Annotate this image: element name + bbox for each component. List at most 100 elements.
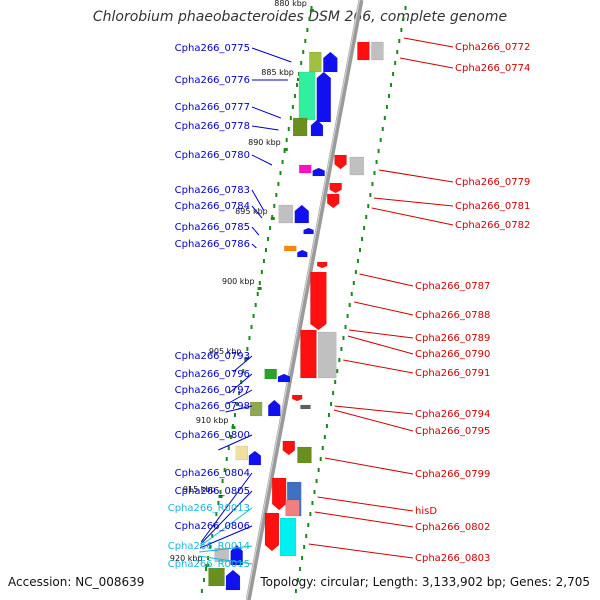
right-track-dot: [387, 94, 390, 98]
left-leader-line: [251, 226, 260, 236]
left-track-dot: [221, 479, 224, 483]
right-gene-glyph: [316, 261, 328, 269]
left-track-dot: [285, 138, 288, 142]
right-track-dot: [309, 512, 312, 516]
right-track-dot: [336, 369, 339, 373]
right-track-dot: [315, 479, 318, 483]
left-track-dot: [205, 567, 208, 571]
left-track-dot: [277, 182, 280, 186]
left-track-dot: [200, 589, 203, 593]
kbp-tick: [257, 287, 262, 290]
right-track-dot: [400, 28, 403, 32]
left-track-dot: [238, 391, 241, 395]
kbp-tick: [296, 78, 301, 81]
left-track-dot: [254, 303, 257, 307]
right-track-dot: [307, 523, 310, 527]
kbp-tick: [309, 9, 314, 12]
left-gene-glyph: [230, 544, 243, 566]
left-track-dot: [213, 523, 216, 527]
right-track-dot: [392, 72, 395, 76]
left-gene-label: Cpha266_0786: [175, 239, 250, 250]
left-gene-label: Cpha266_R0014: [168, 541, 250, 552]
kbp-label: 920 kbp: [170, 554, 203, 563]
left-track-dot: [207, 556, 210, 560]
right-gene-glyph: [291, 394, 303, 402]
left-leader-line: [251, 189, 264, 211]
left-gene-label: Cpha266_0806: [175, 521, 250, 532]
left-track-dot: [233, 413, 236, 417]
right-track-dot: [373, 171, 376, 175]
left-leader-line: [198, 555, 253, 565]
left-track-dot: [217, 501, 220, 505]
left-gene-glyph: [278, 204, 294, 224]
genome-backbone-highlight: [246, 0, 360, 600]
right-gene-glyph: [349, 156, 365, 176]
kbp-tick: [283, 148, 288, 151]
left-track-dot: [202, 578, 205, 582]
left-leader-line: [251, 243, 257, 249]
right-track-dot: [323, 435, 326, 439]
right-track-dot: [363, 226, 366, 230]
left-track-dot: [227, 446, 230, 450]
right-track-dot: [313, 490, 316, 494]
left-track-dot: [300, 61, 303, 65]
right-leader-line: [308, 543, 414, 559]
left-track-dot: [287, 127, 290, 131]
right-track-dot: [404, 6, 407, 10]
left-track-dot: [248, 336, 251, 340]
right-track-dot: [317, 468, 320, 472]
right-leader-line: [334, 405, 414, 415]
left-track-dot: [215, 512, 218, 516]
right-gene-label: Cpha266_0790: [415, 349, 490, 360]
genome-backbone: [245, 0, 364, 600]
left-track-dot: [302, 50, 305, 54]
right-gene-label: hisD: [415, 506, 437, 517]
right-track-dot: [396, 50, 399, 54]
left-track-dot: [304, 39, 307, 43]
right-track-dot: [332, 391, 335, 395]
left-track-dot: [289, 116, 292, 120]
right-track-dot: [346, 314, 349, 318]
left-leader-line: [251, 47, 292, 63]
left-track-dot: [252, 314, 255, 318]
right-gene-glyph: [318, 331, 337, 379]
kbp-tick: [244, 357, 249, 360]
right-gene-label: Cpha266_0799: [415, 469, 490, 480]
left-track-dot: [279, 171, 282, 175]
left-leader-line: [251, 106, 281, 119]
right-track-dot: [402, 17, 405, 21]
kbp-label: 915 kbp: [183, 485, 216, 494]
left-gene-glyph: [310, 119, 324, 137]
right-track-dot: [379, 138, 382, 142]
left-track-dot: [296, 83, 299, 87]
right-leader-line: [324, 457, 414, 475]
kbp-label: 905 kbp: [209, 347, 242, 356]
right-gene-label: Cpha266_0782: [455, 220, 530, 231]
right-gene-glyph: [271, 477, 287, 511]
left-track-dot: [209, 545, 212, 549]
left-gene-label: Cpha266_0800: [175, 430, 250, 441]
left-track-dot: [306, 28, 309, 32]
right-track-dot: [359, 248, 361, 252]
right-track-dot: [340, 347, 343, 351]
left-leader-line: [226, 389, 253, 405]
right-track-dot: [321, 446, 324, 450]
right-track-dot: [325, 424, 328, 428]
left-track-dot: [256, 292, 259, 296]
left-leader-line: [200, 490, 253, 545]
right-track-dot: [390, 83, 393, 87]
left-gene-label: Cpha266_R0015: [168, 559, 250, 570]
left-gene-glyph: [316, 71, 332, 123]
right-track-dot: [305, 534, 308, 538]
right-track-dot: [334, 380, 337, 384]
left-track-dot: [281, 160, 284, 164]
left-gene-glyph: [208, 567, 225, 587]
left-track-dot: [223, 468, 226, 472]
left-gene-glyph: [225, 569, 241, 591]
left-leader-line: [251, 154, 273, 166]
right-track-dot: [367, 204, 370, 208]
right-gene-glyph: [329, 182, 342, 194]
left-track-dot: [242, 369, 245, 373]
left-gene-label: Cpha266_R0013: [168, 503, 250, 514]
